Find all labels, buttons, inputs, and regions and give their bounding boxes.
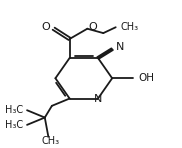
Text: CH₃: CH₃ — [41, 136, 59, 146]
Text: H₃C: H₃C — [5, 105, 23, 115]
Text: N: N — [94, 94, 102, 104]
Text: O: O — [88, 21, 97, 32]
Text: O: O — [41, 21, 50, 32]
Text: OH: OH — [138, 73, 154, 83]
Text: N: N — [116, 42, 124, 52]
Text: H₃C: H₃C — [5, 120, 23, 130]
Text: CH₃: CH₃ — [120, 21, 138, 32]
